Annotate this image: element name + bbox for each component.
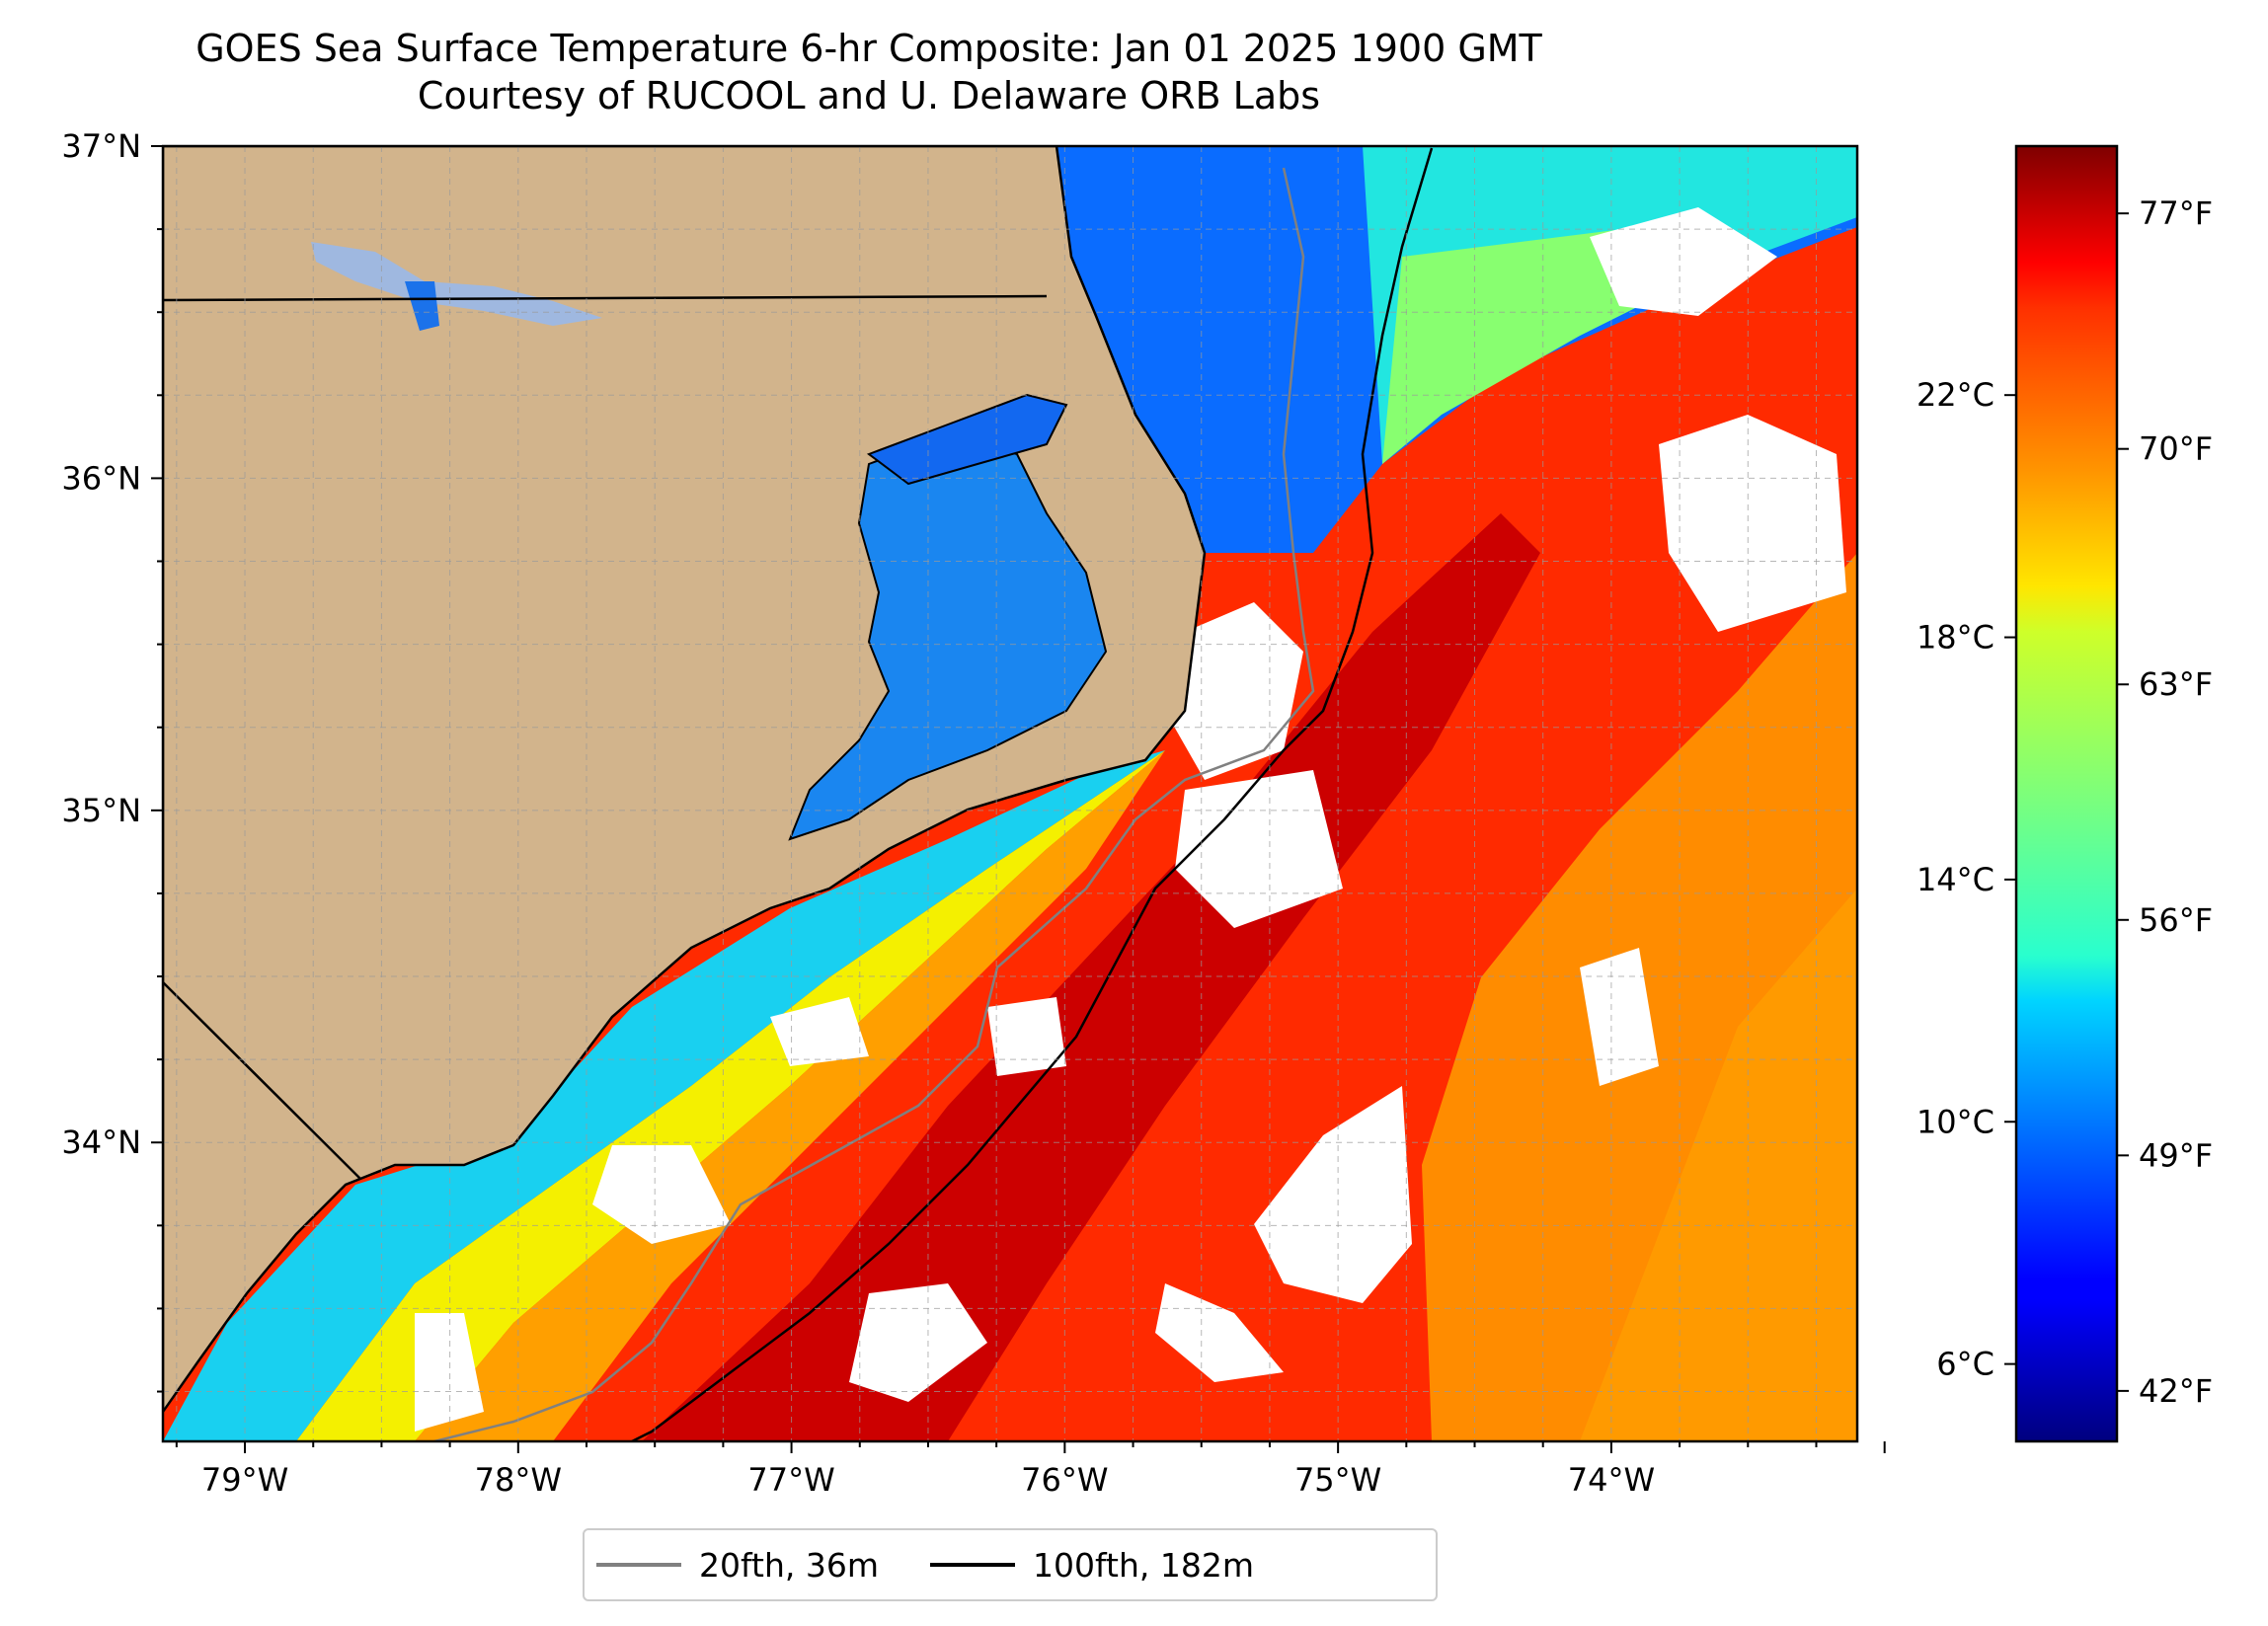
sst-nearshore-cyan [163, 750, 1165, 1441]
inland-lake-blue [405, 281, 439, 331]
colorbar-c-tick-label: 6°C [1936, 1346, 1994, 1383]
isobath-100fth-line [631, 147, 1434, 1441]
state-border-nc-sc [163, 981, 361, 1180]
lon-tick-label: 78°W [475, 1461, 562, 1499]
colorbar-c-tick-label: 18°C [1916, 619, 1994, 657]
map-subtitle: Courtesy of RUCOOL and U. Delaware ORB L… [417, 74, 1321, 117]
legend-label-100fth: 100fth, 182m [1033, 1545, 1254, 1585]
state-border-va-nc [163, 294, 1048, 302]
isobath-20fth-line [433, 167, 1315, 1441]
map-plot-area [163, 146, 1857, 1441]
colorbar-c-tick-label: 22°C [1916, 376, 1994, 414]
legend-swatch-100fth [930, 1563, 1015, 1567]
latitude-axis: 37°N 36°N 35°N 34°N [61, 127, 163, 1393]
sst-offshore-orange-2 [1580, 889, 1857, 1441]
isobath-legend: 20fth, 36m 100fth, 182m [583, 1528, 1438, 1601]
colorbar-c-tick-label: 14°C [1916, 861, 1994, 898]
lat-tick-label: 35°N [61, 792, 141, 829]
legend-label-20fth: 20fth, 36m [699, 1545, 879, 1585]
map-frame [161, 144, 1859, 1443]
legend-item-100fth: 100fth, 182m [930, 1546, 1254, 1585]
colorbar-f-tick-label: 77°F [2139, 194, 2213, 232]
legend-swatch-20fth [596, 1563, 681, 1567]
lat-tick-label: 36°N [61, 459, 141, 497]
colorbar-f-tick-label: 63°F [2139, 665, 2213, 703]
lon-tick-label: 76°W [1021, 1461, 1108, 1499]
colorbar [2014, 144, 2119, 1443]
sst-nearshore-orange [415, 750, 1165, 1441]
colorbar-f-tick-label: 56°F [2139, 901, 2213, 939]
colorbar-f-tick-label: 49°F [2139, 1136, 2213, 1174]
lon-tick-label: 75°W [1294, 1461, 1381, 1499]
lon-tick-label: 79°W [201, 1461, 288, 1499]
pamlico-sound [788, 432, 1108, 841]
albemarle-sound [866, 393, 1068, 486]
map-gridlines [163, 146, 1857, 1441]
colorbar-f-tick-label: 70°F [2139, 430, 2213, 468]
longitude-axis: 79°W 78°W 77°W 76°W 75°W 74°W [175, 1441, 1886, 1499]
lat-tick-label: 34°N [61, 1123, 141, 1161]
lon-tick-label: 77°W [747, 1461, 834, 1499]
lat-tick-label: 37°N [61, 127, 141, 165]
inland-lake [311, 242, 602, 326]
colorbar-celsius-axis: 22°C 18°C 14°C 10°C 6°C [1916, 376, 2016, 1383]
map-title: GOES Sea Surface Temperature 6-hr Compos… [196, 27, 1542, 70]
lon-tick-label: 74°W [1568, 1461, 1655, 1499]
no-data-cloud-patches [415, 207, 1846, 1432]
sst-gulf-stream-core [642, 513, 1540, 1441]
legend-item-20fth: 20fth, 36m [596, 1546, 879, 1585]
sst-nearshore-yellow [296, 750, 1165, 1441]
colorbar-fahrenheit-axis: 77°F 70°F 63°F 56°F 49°F 42°F [2117, 194, 2213, 1410]
colorbar-f-tick-label: 42°F [2139, 1372, 2213, 1410]
colorbar-c-tick-label: 10°C [1916, 1103, 1994, 1140]
